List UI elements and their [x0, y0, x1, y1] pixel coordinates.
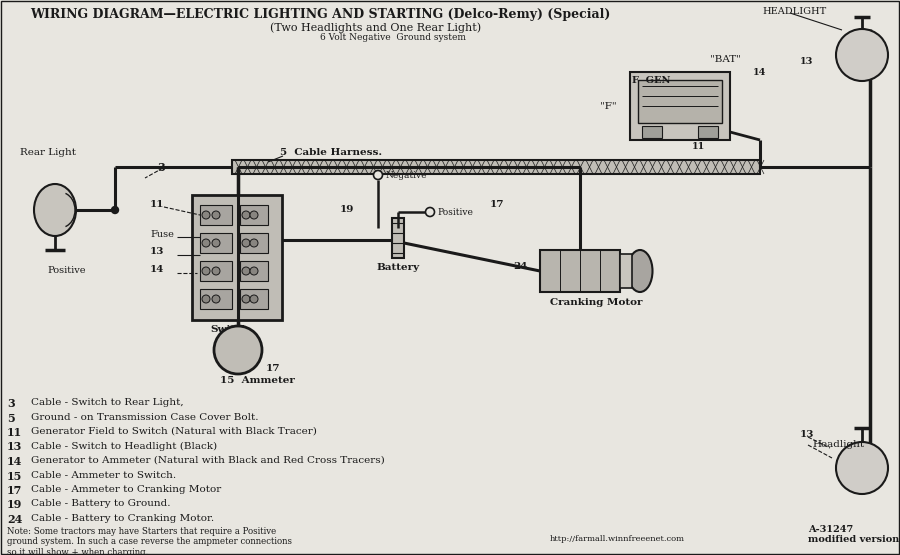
- Bar: [192, 195, 282, 320]
- Text: Ground - on Transmission Case Cover Bolt.: Ground - on Transmission Case Cover Bolt…: [31, 412, 258, 421]
- Text: http://farmall.winnfreeenet.com: http://farmall.winnfreeenet.com: [550, 535, 685, 543]
- Text: Generator to Ammeter (Natural with Black and Red Cross Tracers): Generator to Ammeter (Natural with Black…: [31, 456, 385, 465]
- Bar: [240, 233, 268, 253]
- Circle shape: [426, 208, 435, 216]
- Text: 3: 3: [7, 398, 14, 409]
- Circle shape: [212, 211, 220, 219]
- Text: 11: 11: [692, 142, 706, 151]
- Bar: [240, 205, 268, 225]
- Text: HEADLIGHT: HEADLIGHT: [762, 7, 826, 16]
- Circle shape: [250, 239, 258, 247]
- Text: Cable - Battery to Ground.: Cable - Battery to Ground.: [31, 500, 170, 508]
- Bar: [392, 218, 404, 258]
- Text: Switch: Switch: [210, 325, 248, 334]
- Text: 17: 17: [266, 364, 281, 373]
- Text: Battery: Battery: [376, 263, 419, 272]
- Text: F  GEN: F GEN: [632, 76, 670, 85]
- Text: 13: 13: [800, 57, 814, 66]
- Circle shape: [242, 295, 250, 303]
- Text: 24: 24: [513, 262, 527, 271]
- Circle shape: [202, 211, 210, 219]
- Text: 5: 5: [7, 412, 14, 423]
- Text: (Two Headlights and One Rear Light): (Two Headlights and One Rear Light): [270, 22, 482, 33]
- Ellipse shape: [34, 184, 76, 236]
- Bar: [200, 205, 232, 225]
- Text: 14: 14: [150, 265, 165, 274]
- Text: 13: 13: [150, 247, 165, 256]
- Text: 17: 17: [7, 485, 22, 496]
- Text: 15: 15: [7, 471, 22, 482]
- Text: 11: 11: [150, 200, 165, 209]
- Circle shape: [242, 267, 250, 275]
- Bar: [200, 289, 232, 309]
- Text: Note: Some tractors may have Starters that require a Positive
ground system. In : Note: Some tractors may have Starters th…: [7, 527, 292, 555]
- Ellipse shape: [627, 250, 652, 292]
- Text: 6 Volt Negative  Ground system: 6 Volt Negative Ground system: [320, 33, 466, 42]
- Circle shape: [242, 211, 250, 219]
- Text: WIRING DIAGRAM—ELECTRIC LIGHTING AND STARTING (Delco-Remy) (Special): WIRING DIAGRAM—ELECTRIC LIGHTING AND STA…: [30, 8, 610, 21]
- Text: 14: 14: [7, 456, 22, 467]
- Bar: [642, 126, 662, 138]
- Bar: [630, 72, 730, 140]
- Text: 17: 17: [490, 200, 505, 209]
- Text: "BAT": "BAT": [710, 55, 741, 64]
- Circle shape: [242, 239, 250, 247]
- Bar: [240, 289, 268, 309]
- Circle shape: [836, 29, 888, 81]
- Text: 5  Cable Harness.: 5 Cable Harness.: [280, 148, 382, 157]
- Circle shape: [202, 267, 210, 275]
- Text: 13: 13: [7, 441, 22, 452]
- Bar: [200, 233, 232, 253]
- Text: 15  Ammeter: 15 Ammeter: [220, 376, 295, 385]
- Circle shape: [202, 295, 210, 303]
- Circle shape: [250, 211, 258, 219]
- Text: Cable - Switch to Headlight (Black): Cable - Switch to Headlight (Black): [31, 441, 217, 451]
- Text: A-31247
modified version 1: A-31247 modified version 1: [808, 525, 900, 544]
- Circle shape: [214, 326, 262, 374]
- Text: 3: 3: [157, 162, 165, 173]
- Text: Positive: Positive: [47, 266, 86, 275]
- Circle shape: [112, 206, 119, 214]
- Bar: [540, 250, 620, 292]
- Circle shape: [212, 295, 220, 303]
- Bar: [232, 160, 760, 174]
- Text: Negative: Negative: [385, 171, 427, 180]
- Circle shape: [374, 170, 382, 179]
- Text: Cable - Switch to Rear Light,: Cable - Switch to Rear Light,: [31, 398, 184, 407]
- Text: Generator Field to Switch (Natural with Black Tracer): Generator Field to Switch (Natural with …: [31, 427, 317, 436]
- Bar: [698, 126, 718, 138]
- Circle shape: [202, 239, 210, 247]
- Bar: [638, 80, 722, 123]
- Text: Cable - Ammeter to Cranking Motor: Cable - Ammeter to Cranking Motor: [31, 485, 221, 494]
- Text: 24: 24: [7, 514, 22, 525]
- Circle shape: [212, 267, 220, 275]
- Text: Cable - Battery to Cranking Motor.: Cable - Battery to Cranking Motor.: [31, 514, 214, 523]
- Circle shape: [212, 239, 220, 247]
- Bar: [620, 254, 632, 288]
- Text: 19: 19: [7, 500, 22, 511]
- Text: 19: 19: [340, 205, 355, 214]
- Bar: [240, 261, 268, 281]
- Text: Positive: Positive: [437, 208, 472, 217]
- Text: Headlight: Headlight: [812, 440, 864, 449]
- Text: 14: 14: [753, 68, 767, 77]
- Text: Rear Light: Rear Light: [20, 148, 76, 157]
- Circle shape: [836, 442, 888, 494]
- Circle shape: [250, 267, 258, 275]
- Text: Cranking Motor: Cranking Motor: [550, 298, 643, 307]
- Text: Fuse: Fuse: [150, 230, 174, 239]
- Text: 13: 13: [800, 430, 814, 439]
- Text: "F": "F": [600, 102, 617, 111]
- Circle shape: [250, 295, 258, 303]
- Text: 11: 11: [7, 427, 22, 438]
- Bar: [200, 261, 232, 281]
- Text: Cable - Ammeter to Switch.: Cable - Ammeter to Switch.: [31, 471, 176, 480]
